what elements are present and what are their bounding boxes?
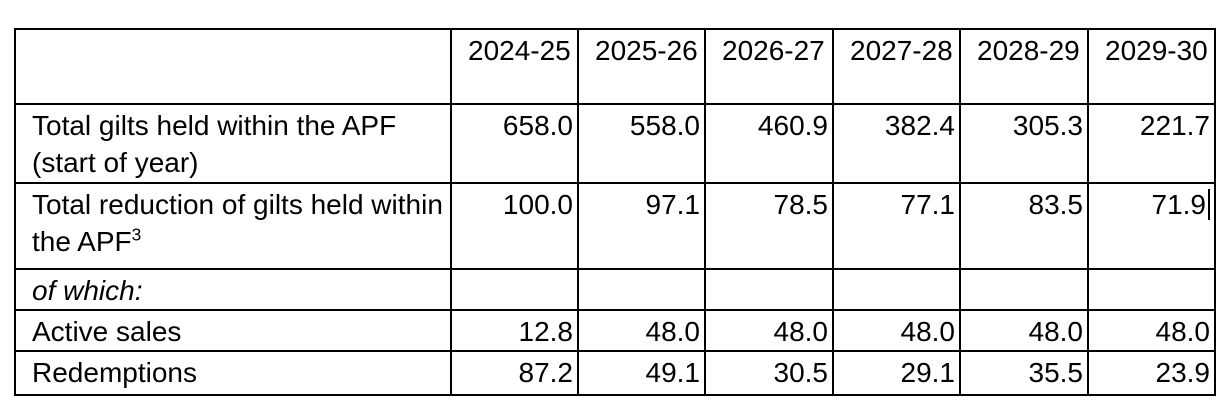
table-row-redemptions: Redemptions 87.2 49.1 30.5 29.1 35.5 23.…	[14, 350, 1216, 396]
value-cell[interactable]: 77.1	[832, 182, 961, 270]
value-cell[interactable]: 71.9	[1087, 182, 1216, 270]
value-cell[interactable]: 97.1	[577, 182, 706, 270]
table-header-row: 2024-25 2025-26 2026-27 2027-28 2028-29 …	[14, 28, 1216, 105]
column-header-label: 2024-25	[468, 35, 571, 66]
value-cell[interactable]	[959, 268, 1089, 311]
cell-value: 87.2	[518, 357, 574, 388]
row-label: of which:	[32, 275, 143, 306]
cell-value: 30.5	[773, 357, 829, 388]
column-header-2028-29[interactable]: 2028-29	[959, 28, 1089, 105]
value-cell[interactable]	[704, 268, 834, 311]
cell-value: 48.0	[645, 316, 701, 347]
value-cell[interactable]	[832, 268, 961, 311]
value-cell[interactable]: 29.1	[832, 350, 961, 396]
cell-value: 48.0	[1028, 316, 1084, 347]
value-cell[interactable]: 100.0	[450, 182, 579, 270]
text-cursor	[1208, 189, 1210, 220]
value-cell[interactable]: 30.5	[704, 350, 834, 396]
cell-value: 12.8	[518, 316, 574, 347]
column-header-label: 2028-29	[977, 35, 1080, 66]
value-cell[interactable]	[1087, 268, 1216, 311]
cell-value: 658.0	[502, 110, 573, 141]
value-cell[interactable]: 83.5	[959, 182, 1089, 270]
value-cell[interactable]: 48.0	[577, 309, 706, 352]
value-cell[interactable]: 48.0	[832, 309, 961, 352]
row-label: Redemptions	[32, 357, 197, 388]
column-header-label: 2029-30	[1105, 35, 1208, 66]
row-label-cell[interactable]: of which:	[14, 268, 452, 311]
value-cell[interactable]: 48.0	[1087, 309, 1216, 352]
row-label-cell[interactable]: Total gilts held within the APF (start o…	[14, 103, 452, 184]
column-header-label: 2027-28	[850, 35, 953, 66]
row-label-cell[interactable]: Redemptions	[14, 350, 452, 396]
cell-value: 29.1	[900, 357, 956, 388]
value-cell[interactable]: 87.2	[450, 350, 579, 396]
column-header-2024-25[interactable]: 2024-25	[450, 28, 579, 105]
value-cell[interactable]: 23.9	[1087, 350, 1216, 396]
cell-value: 221.7	[1139, 110, 1210, 141]
column-header-2029-30[interactable]: 2029-30	[1087, 28, 1216, 105]
row-label: Active sales	[32, 316, 182, 347]
table-row-total-gilts-held: Total gilts held within the APF (start o…	[14, 103, 1216, 184]
value-cell[interactable]: 78.5	[704, 182, 834, 270]
value-cell[interactable]: 12.8	[450, 309, 579, 352]
column-header-label: 2025-26	[595, 35, 698, 66]
table-row-total-reduction: Total reduction of gilts held within the…	[14, 182, 1216, 270]
cell-value: 48.0	[1155, 316, 1211, 347]
cell-value: 382.4	[884, 110, 955, 141]
cell-value: 460.9	[757, 110, 828, 141]
cell-value: 77.1	[900, 189, 956, 220]
value-cell[interactable]: 382.4	[832, 103, 961, 184]
cell-value: 23.9	[1155, 357, 1211, 388]
cell-value: 558.0	[629, 110, 700, 141]
cell-value: 97.1	[645, 189, 701, 220]
column-header-2026-27[interactable]: 2026-27	[704, 28, 834, 105]
column-header-2025-26[interactable]: 2025-26	[577, 28, 706, 105]
cell-value: 48.0	[773, 316, 829, 347]
value-cell[interactable]: 49.1	[577, 350, 706, 396]
value-cell[interactable]: 305.3	[959, 103, 1089, 184]
cell-value: 100.0	[502, 189, 573, 220]
value-cell[interactable]: 558.0	[577, 103, 706, 184]
table-row-active-sales: Active sales 12.8 48.0 48.0 48.0 48.0 48…	[14, 309, 1216, 352]
gilts-apf-table: 2024-25 2025-26 2026-27 2027-28 2028-29 …	[14, 28, 1216, 396]
cell-value: 35.5	[1028, 357, 1084, 388]
value-cell[interactable]	[577, 268, 706, 311]
table-row-of-which: of which:	[14, 268, 1216, 311]
value-cell[interactable]	[450, 268, 579, 311]
row-label: Total reduction of gilts held within the…	[32, 189, 443, 257]
value-cell[interactable]: 658.0	[450, 103, 579, 184]
value-cell[interactable]: 35.5	[959, 350, 1089, 396]
value-cell[interactable]: 221.7	[1087, 103, 1216, 184]
value-cell[interactable]: 48.0	[959, 309, 1089, 352]
value-cell[interactable]: 48.0	[704, 309, 834, 352]
cell-value: 49.1	[645, 357, 701, 388]
cell-value: 78.5	[773, 189, 829, 220]
footnote-superscript: 3	[131, 224, 142, 245]
row-label-cell[interactable]: Active sales	[14, 309, 452, 352]
corner-cell[interactable]	[14, 28, 452, 105]
row-label: Total gilts held within the APF (start o…	[32, 110, 397, 178]
cell-value: 48.0	[900, 316, 956, 347]
value-cell[interactable]: 460.9	[704, 103, 834, 184]
cell-value: 71.9	[1151, 189, 1207, 220]
cell-value: 305.3	[1012, 110, 1083, 141]
column-header-2027-28[interactable]: 2027-28	[832, 28, 961, 105]
cell-value: 83.5	[1028, 189, 1084, 220]
row-label-cell[interactable]: Total reduction of gilts held within the…	[14, 182, 452, 270]
column-header-label: 2026-27	[722, 35, 825, 66]
